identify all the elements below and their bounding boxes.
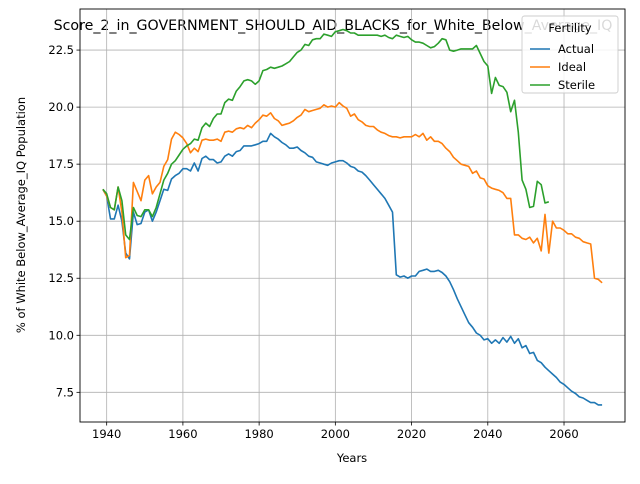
series-line-ideal	[102, 101, 603, 284]
legend-label: Actual	[558, 42, 594, 56]
x-tick-label: 1960	[168, 427, 197, 441]
chart-title: Score_2_in_GOVERNMENT_SHOULD_AID_BLACKS_…	[54, 18, 613, 34]
series-line-sterile	[102, 28, 550, 241]
series-layer	[102, 28, 603, 406]
y-tick-label: 15.0	[48, 214, 74, 228]
legend-box	[521, 15, 619, 94]
y-tick-label: 12.5	[48, 271, 74, 285]
legend: Fertility Actual Ideal Sterile	[521, 15, 619, 94]
y-tick-label: 20.0	[48, 100, 74, 114]
x-tick-label: 2060	[549, 427, 578, 441]
axes: 1940 1960 1980 2000 2020 2040 2060 7.5 10.0 12.5 1…	[48, 43, 578, 441]
legend-title: Fertility	[548, 21, 591, 35]
x-tick-label: 2040	[473, 427, 502, 441]
series-line-actual	[102, 132, 603, 406]
x-tick-label: 1940	[92, 427, 121, 441]
y-tick-label: 22.5	[48, 43, 74, 57]
y-tick-label: 10.0	[48, 328, 74, 342]
y-tick-label: 7.5	[56, 385, 74, 399]
legend-label: Ideal	[558, 60, 586, 74]
y-tick-label: 17.5	[48, 157, 74, 171]
x-tick-label: 2000	[321, 427, 350, 441]
y-axis-label: % of White Below_Average_IQ Population	[14, 97, 28, 333]
legend-label: Sterile	[558, 78, 595, 92]
x-tick-label: 2020	[397, 427, 426, 441]
x-tick-label: 1980	[244, 427, 273, 441]
x-axis-label: Years	[336, 451, 367, 465]
plot-frame	[79, 8, 626, 423]
